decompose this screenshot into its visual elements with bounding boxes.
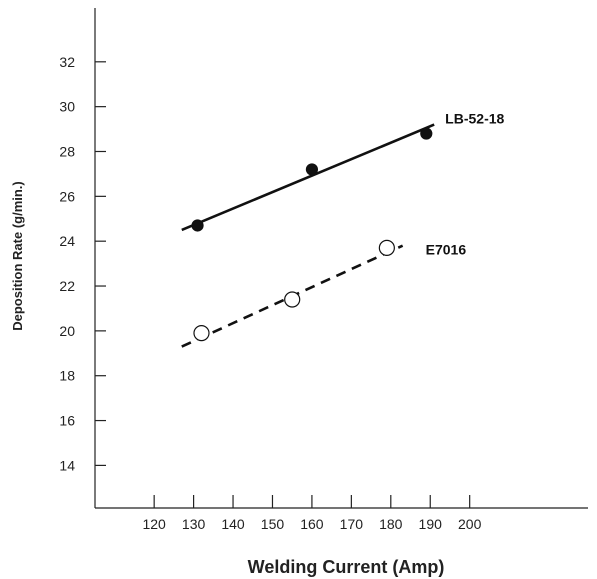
y-tick-label: 26 xyxy=(59,188,75,204)
y-axis-title: Deposition Rate (g/min.) xyxy=(10,181,25,331)
x-tick-label: 180 xyxy=(379,516,403,532)
y-tick-label: 30 xyxy=(59,99,75,115)
data-point xyxy=(191,219,204,232)
y-tick-label: 18 xyxy=(59,368,75,384)
y-tick-label: 24 xyxy=(59,233,75,249)
series-e7016: E7016 xyxy=(181,239,467,348)
y-axis-ticks: 14 16 18 20 22 24 26 28 30 32 xyxy=(59,54,106,473)
series-label: LB-52-18 xyxy=(445,111,504,127)
y-tick-label: 14 xyxy=(59,457,75,473)
data-point xyxy=(305,163,319,176)
x-tick-label: 140 xyxy=(221,516,245,532)
series-label: E7016 xyxy=(426,242,467,258)
x-tick-label: 170 xyxy=(340,516,364,532)
x-tick-label: 130 xyxy=(182,516,206,532)
fit-line xyxy=(181,123,435,232)
y-tick-label: 20 xyxy=(59,323,75,339)
series-lb-52-18: LB-52-18 xyxy=(181,111,505,232)
x-axis-title: Welding Current (Amp) xyxy=(248,557,445,577)
data-point xyxy=(284,291,301,308)
x-tick-label: 160 xyxy=(300,516,324,532)
y-tick-label: 22 xyxy=(59,278,75,294)
series-layer: LB-52-18 E7016 xyxy=(181,111,505,348)
x-tick-label: 200 xyxy=(458,516,482,532)
y-tick-label: 16 xyxy=(59,413,75,429)
x-tick-label: 150 xyxy=(261,516,285,532)
y-tick-label: 32 xyxy=(59,54,75,70)
x-tick-label: 120 xyxy=(142,516,166,532)
data-point xyxy=(420,127,433,140)
axes xyxy=(94,8,588,509)
x-tick-label: 190 xyxy=(419,516,443,532)
data-point xyxy=(378,239,395,257)
data-point xyxy=(193,325,210,342)
x-axis-ticks: 120 130 140 150 160 170 180 190 200 xyxy=(142,495,482,532)
y-tick-label: 28 xyxy=(59,143,75,159)
